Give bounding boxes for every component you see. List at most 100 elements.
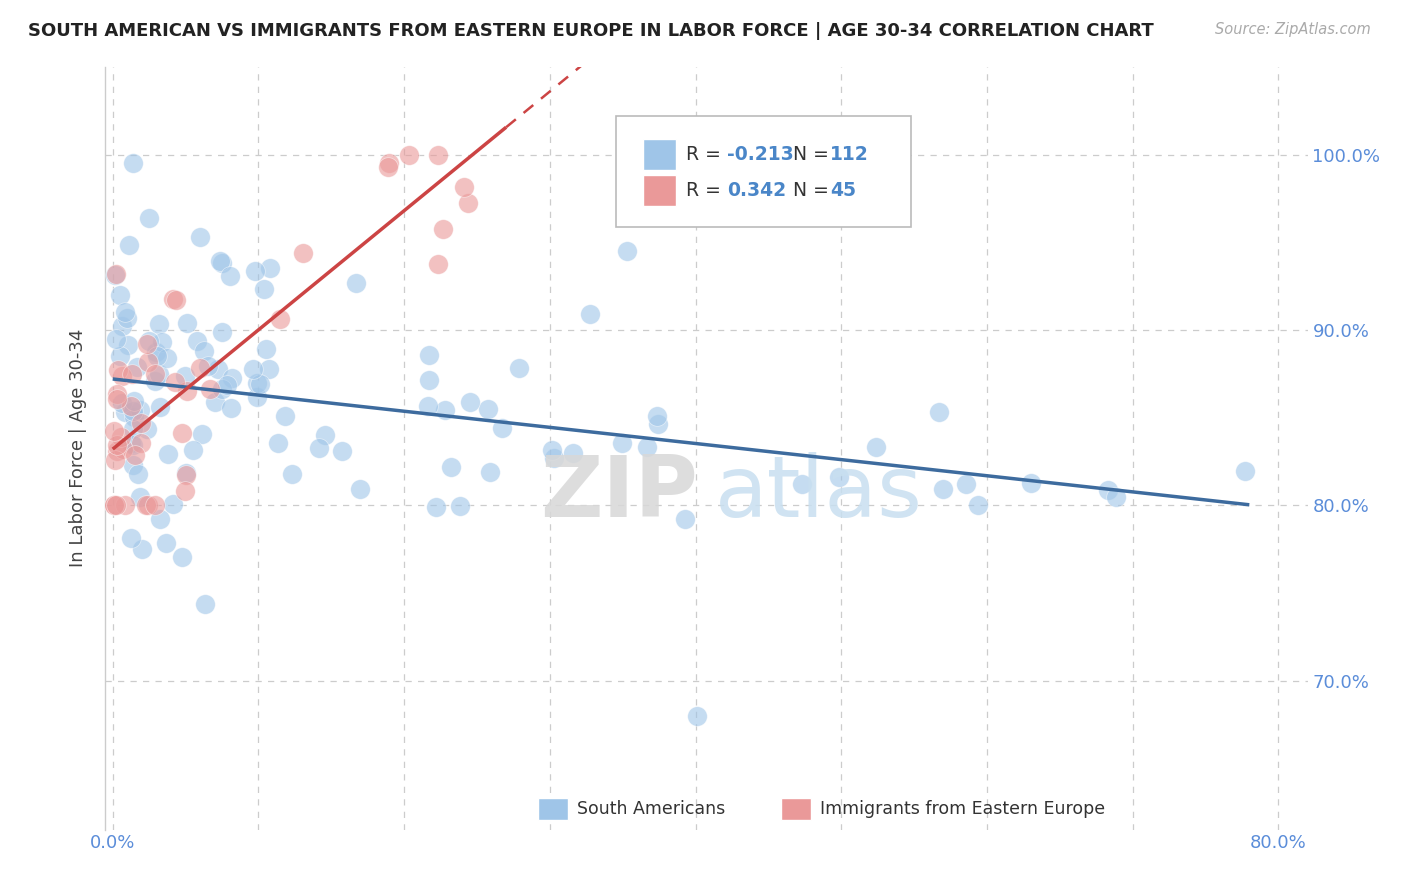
Point <box>111 396 134 410</box>
Point <box>426 257 449 271</box>
Point <box>149 401 172 415</box>
Point <box>105 333 128 347</box>
Text: 45: 45 <box>831 181 856 200</box>
Point <box>377 156 399 170</box>
Point <box>928 405 950 419</box>
Point <box>218 268 240 283</box>
Point <box>330 443 353 458</box>
Point <box>249 376 271 391</box>
Point <box>186 334 208 349</box>
Point <box>253 282 276 296</box>
Point <box>114 498 136 512</box>
Point <box>150 335 173 350</box>
Point <box>418 373 440 387</box>
Point <box>111 368 134 383</box>
Point <box>176 468 198 483</box>
Point <box>561 446 583 460</box>
Point <box>219 401 242 416</box>
Point <box>458 395 481 409</box>
Point <box>114 305 136 319</box>
Point <box>314 428 336 442</box>
Text: atlas: atlas <box>714 452 922 535</box>
Point <box>104 453 127 467</box>
Point <box>932 482 955 496</box>
Point <box>176 316 198 330</box>
Point <box>434 402 457 417</box>
Point <box>118 238 141 252</box>
Point <box>1021 476 1043 491</box>
Point <box>103 424 125 438</box>
Point <box>157 447 180 461</box>
Point <box>449 499 471 513</box>
Point <box>440 459 463 474</box>
Point <box>616 244 638 258</box>
Point <box>162 292 184 306</box>
Point <box>645 409 668 423</box>
Point <box>349 482 371 496</box>
Point <box>162 498 184 512</box>
Point <box>105 438 128 452</box>
Point <box>111 442 134 456</box>
Point <box>107 387 129 401</box>
Point <box>673 512 696 526</box>
Text: ZIP: ZIP <box>540 452 699 535</box>
Point <box>131 541 153 556</box>
Point <box>174 466 197 480</box>
Point <box>190 229 212 244</box>
Point <box>110 429 132 443</box>
Point <box>138 334 160 348</box>
Point <box>120 399 142 413</box>
Point <box>122 404 145 418</box>
Point <box>508 361 530 376</box>
Point <box>194 598 217 612</box>
Text: -0.213: -0.213 <box>727 145 794 164</box>
Text: Immigrants from Eastern Europe: Immigrants from Eastern Europe <box>820 800 1105 818</box>
Text: N =: N = <box>782 145 835 164</box>
Point <box>269 311 291 326</box>
Point <box>156 351 179 365</box>
Point <box>198 382 221 396</box>
FancyBboxPatch shape <box>782 797 811 821</box>
Point <box>1105 490 1128 504</box>
Point <box>416 399 439 413</box>
Point <box>254 343 277 357</box>
Point <box>344 276 367 290</box>
Point <box>163 375 186 389</box>
Point <box>134 498 156 512</box>
Point <box>115 310 138 325</box>
Point <box>828 470 851 484</box>
FancyBboxPatch shape <box>643 139 676 169</box>
Point <box>170 549 193 564</box>
Point <box>111 318 134 333</box>
Point <box>865 440 887 454</box>
Text: South Americans: South Americans <box>576 800 725 818</box>
Point <box>211 383 233 397</box>
Point <box>122 438 145 452</box>
Point <box>636 441 658 455</box>
Point <box>197 359 219 373</box>
Point <box>377 161 399 175</box>
Point <box>105 444 128 458</box>
Text: 0.342: 0.342 <box>727 181 786 200</box>
Point <box>122 458 145 473</box>
Point <box>1234 464 1257 478</box>
Point <box>398 148 420 162</box>
Point <box>172 425 194 440</box>
Point <box>647 417 669 432</box>
Point <box>242 361 264 376</box>
Point <box>120 531 142 545</box>
Point <box>148 317 170 331</box>
Point <box>610 436 633 450</box>
FancyBboxPatch shape <box>616 117 911 227</box>
Point <box>246 376 269 390</box>
Point <box>136 422 159 436</box>
Point <box>129 403 152 417</box>
Point <box>211 325 233 339</box>
Point <box>121 155 143 169</box>
Point <box>149 512 172 526</box>
Point <box>967 498 990 512</box>
Point <box>120 436 142 450</box>
Point <box>122 394 145 409</box>
Point <box>105 392 128 406</box>
Point <box>1097 483 1119 497</box>
